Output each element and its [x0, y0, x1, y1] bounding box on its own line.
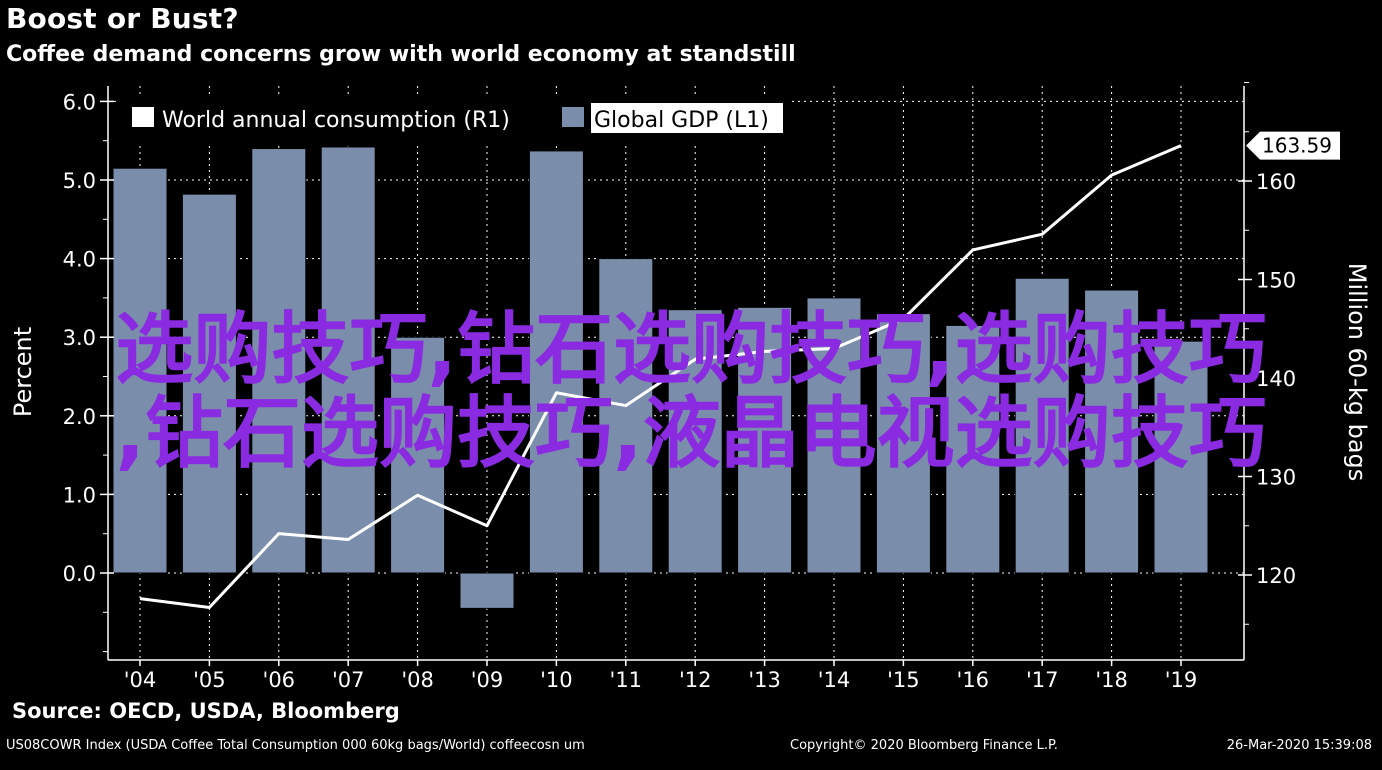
x-tick-label: '10 [540, 668, 573, 692]
x-tick-label: '04 [124, 668, 157, 692]
y-tick-label: 0.0 [63, 562, 96, 586]
y-tick-label: 5.0 [63, 169, 96, 193]
bar-16 [945, 324, 1001, 574]
y-tick-label: 2.0 [63, 405, 96, 429]
legend: World annual consumption (R1) Global GDP… [120, 98, 792, 142]
bar-14 [806, 297, 862, 574]
x-tick-label: '19 [1165, 668, 1198, 692]
y2-axis-label: Million 60-kg bags [1343, 263, 1371, 482]
x-tick-label: '05 [193, 668, 226, 692]
chart-subtitle: Coffee demand concerns grow with world e… [6, 42, 796, 67]
x-tick-label: '13 [748, 668, 781, 692]
legend-swatch-line [132, 107, 154, 127]
bar-18 [1084, 289, 1140, 574]
y-tick-label: 4.0 [63, 248, 96, 272]
index-description: US08COWR Index (USDA Coffee Total Consum… [6, 738, 585, 753]
timestamp: 26-Mar-2020 15:39:08 [1226, 738, 1372, 753]
bar-09 [459, 572, 515, 609]
consumption-polyline [139, 144, 1182, 610]
chart-title: Boost or Bust? [6, 2, 239, 35]
y2-tick-label: 160 [1256, 170, 1296, 194]
legend-label-gdp: Global GDP (L1) [594, 108, 769, 133]
x-tick-label: '16 [957, 668, 990, 692]
legend-highlight [591, 103, 783, 133]
legend-swatch-bar [562, 107, 584, 127]
y2-tick-label: 120 [1256, 564, 1296, 588]
x-tick-label: '07 [332, 668, 365, 692]
consumption-line [139, 144, 1182, 610]
bar-08 [390, 336, 446, 574]
bar-13 [737, 306, 793, 574]
bar-10 [528, 150, 584, 574]
y-tick-label: 3.0 [63, 326, 96, 350]
source-note: Source: OECD, USDA, Bloomberg [12, 699, 400, 723]
legend-label-consumption: World annual consumption (R1) [162, 108, 510, 133]
bar-12 [667, 309, 723, 574]
bar-06 [251, 148, 307, 574]
x-tick-label: '17 [1026, 668, 1059, 692]
x-tick-label: '14 [818, 668, 851, 692]
last-value-callout: 163.59 [1246, 131, 1340, 160]
bar-04 [112, 167, 168, 574]
bar-19 [1153, 340, 1209, 574]
x-tick-label: '12 [679, 668, 712, 692]
x-tick-label: '08 [401, 668, 434, 692]
x-tick-label: '11 [610, 668, 643, 692]
y-tick-label: 1.0 [63, 483, 96, 507]
x-tick-label: '15 [887, 668, 920, 692]
last-value-label: 163.59 [1262, 134, 1332, 158]
y-axis-label: Percent [9, 327, 37, 417]
bar-15 [875, 313, 931, 574]
x-tick-label: '09 [471, 668, 504, 692]
bar-11 [598, 258, 654, 574]
y2-tick-label: 150 [1256, 269, 1296, 293]
y-tick-label: 6.0 [63, 90, 96, 114]
bar-07 [320, 146, 376, 574]
x-tick-label: '06 [263, 668, 296, 692]
axes: 6.0 5.0 4.0 3.0 2.0 1.0 0.0 160 150 140 130 120 '04 '… [63, 82, 1296, 692]
y2-tick-label: 130 [1256, 466, 1296, 490]
y2-tick-label: 140 [1256, 367, 1296, 391]
bars [112, 146, 1209, 609]
bar-05 [181, 193, 237, 574]
x-tick-label: '18 [1095, 668, 1128, 692]
copyright-text: Copyright© 2020 Bloomberg Finance L.P. [790, 738, 1058, 753]
bar-17 [1014, 277, 1070, 574]
